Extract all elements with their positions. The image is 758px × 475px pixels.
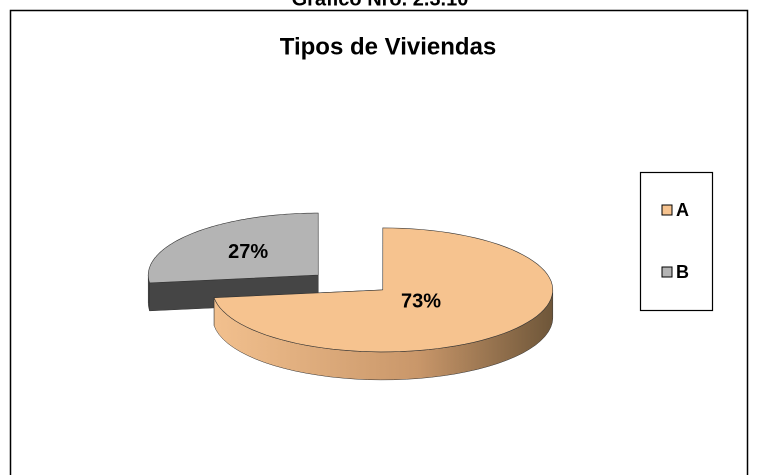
data-label: 27%	[228, 241, 268, 263]
legend-swatch	[661, 266, 673, 278]
legend-swatch	[661, 204, 673, 216]
legend: AB	[661, 200, 689, 282]
chart-caption: Gráfico Nro. 2.3.10	[292, 0, 469, 10]
legend-label: A	[676, 200, 689, 220]
slice-top	[213, 227, 553, 353]
legend-label: B	[676, 262, 689, 282]
chart-frame	[9, 9, 749, 475]
legend-box	[639, 171, 714, 312]
slice-top	[147, 212, 319, 284]
data-label: 73%	[401, 290, 441, 312]
pie: 73% 27%	[147, 212, 554, 381]
chart-title: Tipos de Viviendas	[280, 33, 497, 60]
pie-slice	[213, 227, 554, 381]
pie-slice	[147, 212, 319, 312]
